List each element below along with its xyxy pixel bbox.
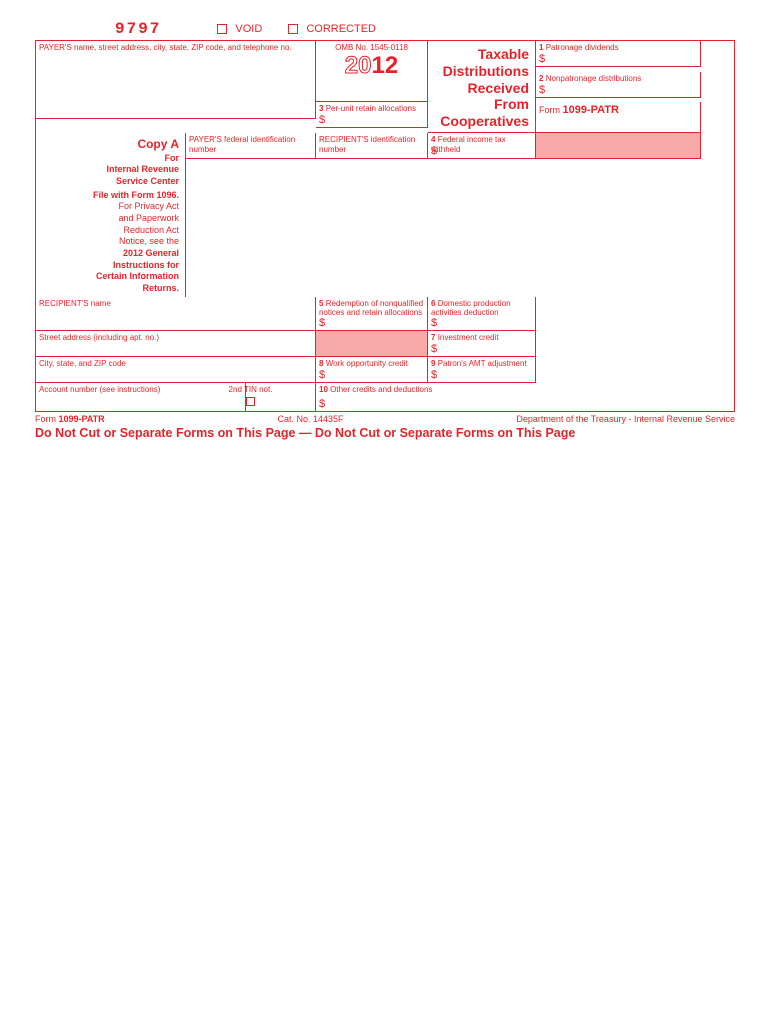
box8-cell[interactable]: 8 Work opportunity credit $: [316, 357, 428, 383]
second-tin-cell[interactable]: 2nd TIN not.: [186, 383, 316, 411]
box5-num: 5: [319, 299, 323, 308]
box1-cell[interactable]: 1 Patronage dividends $: [536, 41, 701, 67]
title-line4: Cooperatives: [430, 113, 529, 130]
box6-num: 6: [431, 299, 435, 308]
second-tin-label: 2nd TIN not.: [229, 385, 273, 394]
box6-label: Domestic production activities deduction: [431, 299, 511, 318]
privacy-line5: 2012 General: [38, 248, 179, 260]
corrected-checkbox[interactable]: [288, 24, 298, 34]
privacy-line7: Certain Information: [38, 271, 179, 283]
title-line2: Distributions: [430, 63, 529, 80]
account-number-label: Account number (see instructions): [39, 385, 160, 394]
privacy-line8: Returns.: [38, 283, 179, 295]
box2-num: 2: [539, 74, 543, 83]
tax-year: 2012: [319, 52, 424, 80]
street-address-cell[interactable]: Street address (including apt. no.): [36, 331, 316, 357]
title-line3: Received From: [430, 80, 529, 114]
box4-dollar: $: [431, 145, 437, 157]
form-name: 1099-PATR: [563, 104, 619, 116]
box4-num: 4: [431, 135, 435, 144]
form-name-cell: Form 1099-PATR: [536, 102, 701, 133]
street-address-label: Street address (including apt. no.): [39, 333, 159, 342]
omb-year-cell: OMB No. 1545-0118 2012: [316, 41, 428, 102]
footer-row: Form 1099-PATR Cat. No. 14435F Departmen…: [35, 414, 735, 424]
payer-fedid-label: PAYER'S federal identification number: [189, 135, 295, 154]
irs-line1: Internal Revenue: [38, 164, 179, 176]
title-line1: Taxable: [430, 46, 529, 63]
top-checkboxes-row: 9797 VOID CORRECTED: [35, 20, 735, 38]
box3-cell[interactable]: 3 Per-unit retain allocations $: [316, 102, 428, 128]
form-title-cell: Taxable Distributions Received From Coop…: [428, 41, 536, 133]
city-state-zip-label: City, state, and ZIP code: [39, 359, 126, 368]
box7-label: Investment credit: [438, 333, 499, 342]
recipient-name-label: RECIPIENT'S name: [39, 299, 111, 308]
payer-address-cell[interactable]: PAYER'S name, street address, city, stat…: [36, 41, 316, 119]
box1-label: Patronage dividends: [546, 43, 619, 52]
omb-number: OMB No. 1545-0118: [319, 43, 424, 52]
void-checkbox[interactable]: [217, 24, 227, 34]
footer-catno: Cat. No. 14435F: [278, 414, 344, 424]
form-grid: PAYER'S name, street address, city, stat…: [35, 40, 735, 412]
do-not-cut-warning: Do Not Cut or Separate Forms on This Pag…: [35, 426, 735, 440]
box9-num: 9: [431, 359, 435, 368]
box4-cell[interactable]: 4 Federal income tax withheld $: [428, 133, 536, 159]
privacy-line1: For Privacy Act: [38, 201, 179, 213]
footer-dept: Department of the Treasury - Internal Re…: [516, 414, 735, 424]
box3-num: 3: [319, 104, 323, 113]
recipient-id-cell[interactable]: RECIPIENT'S identification number: [316, 133, 428, 159]
privacy-line4: Notice, see the: [38, 236, 179, 248]
filled-cell-2: [316, 331, 428, 357]
form-prefix: Form: [539, 105, 563, 115]
box8-label: Work opportunity credit: [326, 359, 408, 368]
box8-num: 8: [319, 359, 323, 368]
box2-label: Nonpatronage distributions: [546, 74, 642, 83]
box7-num: 7: [431, 333, 435, 342]
payer-address-label: PAYER'S name, street address, city, stat…: [39, 43, 292, 52]
recipient-id-label: RECIPIENT'S identification number: [319, 135, 415, 154]
recipient-name-cell[interactable]: RECIPIENT'S name: [36, 297, 316, 331]
city-state-zip-cell[interactable]: City, state, and ZIP code: [36, 357, 316, 383]
box2-dollar: $: [539, 84, 545, 96]
irs-line2: Service Center: [38, 176, 179, 188]
box10-dollar: $: [319, 398, 325, 410]
year-value: 12: [372, 52, 399, 79]
box9-dollar: $: [431, 369, 437, 381]
for-label: For: [38, 153, 179, 165]
box2-cell[interactable]: 2 Nonpatronage distributions $: [536, 72, 701, 98]
box10-num: 10: [319, 385, 328, 394]
box4-label: Federal income tax withheld: [431, 135, 506, 154]
box9-label: Patron's AMT adjustment: [438, 359, 527, 368]
void-label: VOID: [235, 23, 262, 35]
copy-a: Copy A: [38, 137, 179, 153]
form-code: 9797: [115, 20, 161, 38]
box7-dollar: $: [431, 343, 437, 355]
box5-dollar: $: [319, 317, 325, 329]
box7-cell[interactable]: 7 Investment credit $: [428, 331, 536, 357]
corrected-label: CORRECTED: [306, 23, 376, 35]
box3-label: Per-unit retain allocations: [326, 104, 416, 113]
box6-cell[interactable]: 6 Domestic production activities deducti…: [428, 297, 536, 331]
box8-dollar: $: [319, 369, 325, 381]
box10-label: Other credits and deductions: [330, 385, 432, 394]
box3-dollar: $: [319, 114, 325, 126]
footer-form: Form 1099-PATR: [35, 414, 105, 424]
file-with: File with Form 1096.: [38, 190, 179, 202]
privacy-line2: and Paperwork: [38, 213, 179, 225]
privacy-line3: Reduction Act: [38, 225, 179, 237]
filled-cell-1: [536, 133, 701, 159]
box10-cell[interactable]: 10 Other credits and deductions $: [316, 383, 536, 411]
box6-dollar: $: [431, 317, 437, 329]
payer-fedid-cell[interactable]: PAYER'S federal identification number: [186, 133, 316, 159]
box1-num: 1: [539, 43, 543, 52]
right-instructions-cell: Copy A For Internal Revenue Service Cent…: [36, 133, 186, 297]
year-prefix: 20: [345, 52, 372, 79]
box9-cell[interactable]: 9 Patron's AMT adjustment $: [428, 357, 536, 383]
box5-label: Redemption of nonqualified notices and r…: [319, 299, 423, 318]
box5-cell[interactable]: 5 Redemption of nonqualified notices and…: [316, 297, 428, 331]
second-tin-checkbox[interactable]: [246, 397, 255, 406]
privacy-line6: Instructions for: [38, 260, 179, 272]
box1-dollar: $: [539, 53, 545, 65]
